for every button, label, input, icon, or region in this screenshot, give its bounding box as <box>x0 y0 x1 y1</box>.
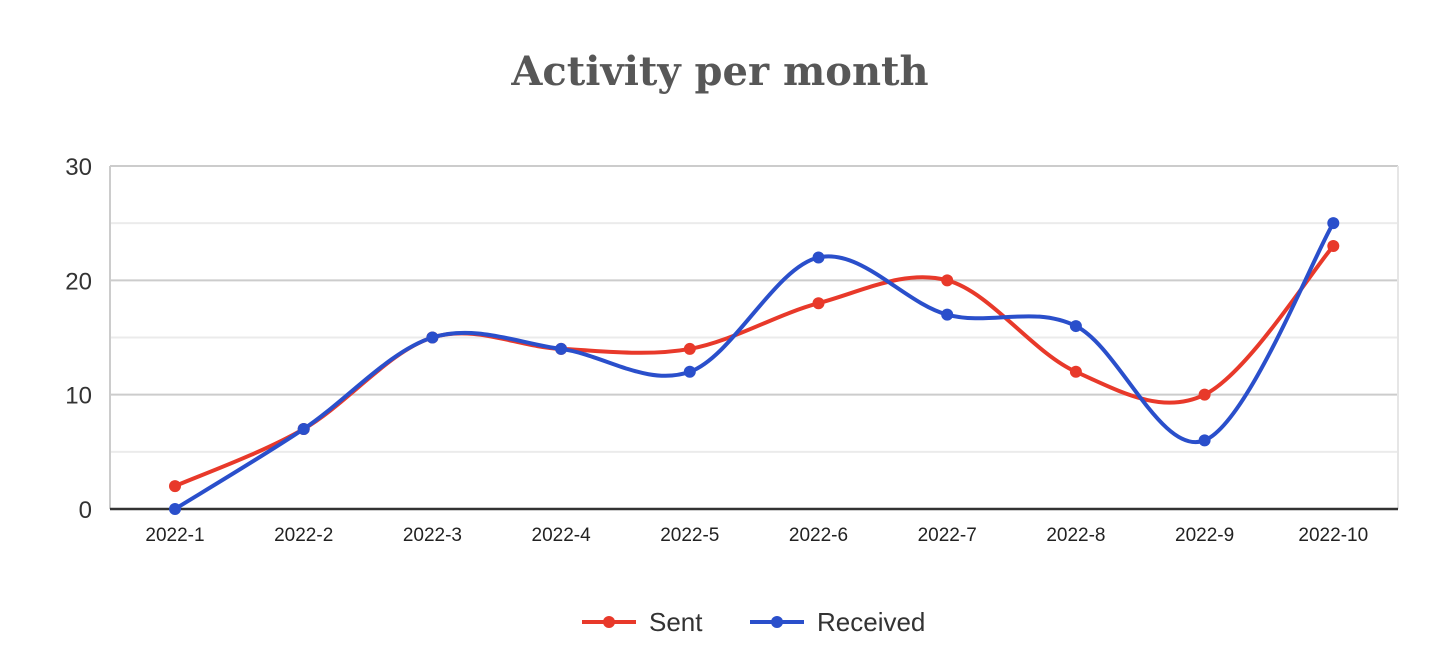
data-point-received[interactable] <box>1327 217 1340 230</box>
data-point-received[interactable] <box>555 342 568 355</box>
data-point-received[interactable] <box>683 365 696 378</box>
data-point-sent[interactable] <box>812 297 825 310</box>
x-axis-ticks: 2022-1 2022-2 2022-3 2022-4 2022-5 2022-6 2022… <box>145 525 1368 546</box>
series-line-received <box>173 221 1336 511</box>
legend-swatch-dot <box>771 616 783 628</box>
x-tick-label: 2022-9 <box>1175 525 1234 546</box>
legend-item-sent[interactable]: Sent <box>582 607 703 637</box>
x-tick-label: 2022-8 <box>1046 525 1105 546</box>
data-point-received[interactable] <box>1069 320 1082 333</box>
legend[interactable]: Sent Received <box>582 607 925 637</box>
data-point-sent[interactable] <box>683 342 696 355</box>
data-point-sent[interactable] <box>941 274 954 287</box>
x-tick-label: 2022-4 <box>532 525 592 546</box>
data-point-received[interactable] <box>941 308 954 321</box>
chart-title: Activity per month <box>511 48 929 95</box>
series-received <box>169 217 1340 515</box>
legend-swatch-dot <box>603 616 615 628</box>
data-point-received[interactable] <box>169 503 181 515</box>
series-layer <box>169 217 1340 515</box>
x-tick-label: 2022-5 <box>660 525 719 546</box>
x-tick-label: 2022-1 <box>145 525 204 546</box>
x-tick-label: 2022-7 <box>918 525 977 546</box>
data-point-received[interactable] <box>1198 434 1211 447</box>
x-tick-label: 2022-6 <box>789 525 848 546</box>
x-tick-label: 2022-2 <box>274 525 333 546</box>
data-point-received[interactable] <box>426 331 439 344</box>
y-tick-label: 0 <box>79 497 92 524</box>
data-point-sent[interactable] <box>1198 388 1211 401</box>
data-point-received[interactable] <box>812 251 825 264</box>
data-point-sent[interactable] <box>1069 365 1082 378</box>
series-line-sent <box>173 244 1336 489</box>
x-tick-label: 2022-10 <box>1298 525 1368 546</box>
data-point-sent[interactable] <box>1327 240 1340 253</box>
y-tick-label: 20 <box>65 268 92 295</box>
legend-label: Sent <box>649 607 703 637</box>
x-tick-label: 2022-3 <box>403 525 462 546</box>
legend-label: Received <box>817 607 925 637</box>
data-point-sent[interactable] <box>169 480 181 493</box>
grid <box>109 165 1399 511</box>
y-tick-label: 10 <box>65 383 92 410</box>
series-sent <box>169 240 1340 493</box>
data-point-received[interactable] <box>297 422 310 435</box>
legend-item-received[interactable]: Received <box>750 607 925 637</box>
y-axis-ticks: 0 10 20 30 <box>65 154 92 524</box>
y-tick-label: 30 <box>65 154 92 181</box>
